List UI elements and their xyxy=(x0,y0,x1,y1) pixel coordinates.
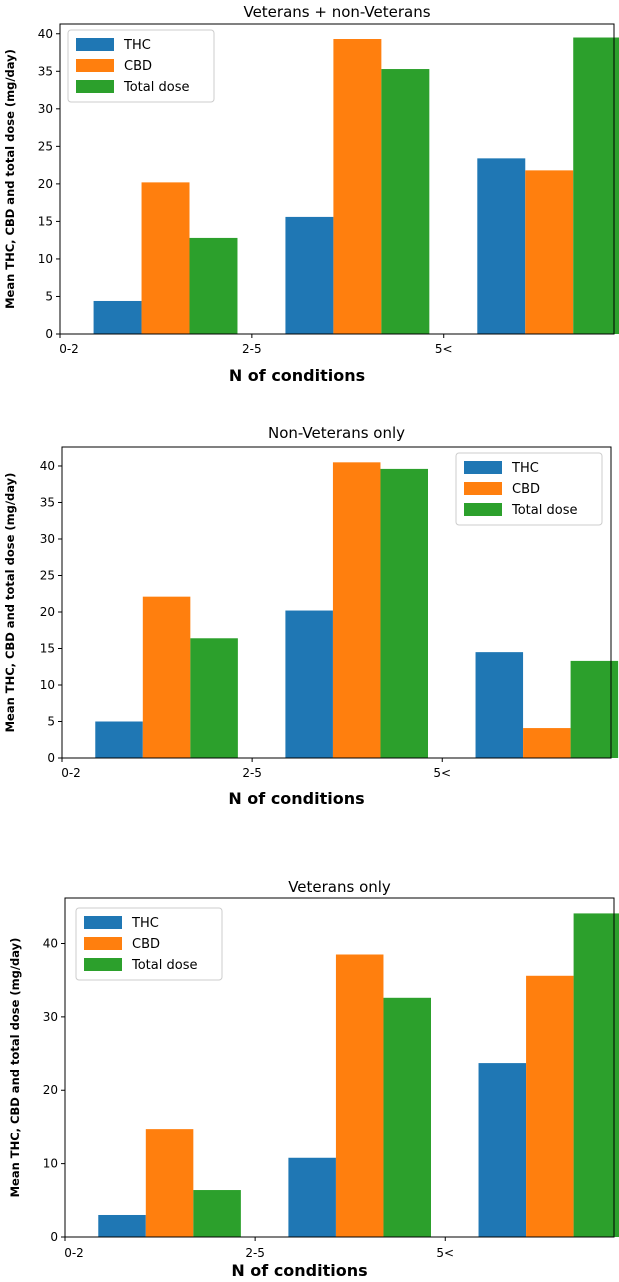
chart-non-veterans-only: Non-Veterans only 0 5 10 15 20 25 30 35 40 0-2 2-5 5… xyxy=(3,424,619,808)
x-axis-label: N of conditions xyxy=(231,1261,367,1280)
y-tick-label: 20 xyxy=(43,1083,58,1097)
x-axis-label: N of conditions xyxy=(229,366,365,385)
y-tick-label: 0 xyxy=(45,327,53,341)
x-axis-label: N of conditions xyxy=(228,789,364,808)
legend: THC CBD Total dose xyxy=(455,452,603,526)
chart-title: Veterans only xyxy=(288,878,391,896)
bar-cbd-3 xyxy=(525,170,574,334)
legend-swatch-total-dose xyxy=(76,80,114,93)
legend-swatch-total-dose xyxy=(464,503,502,516)
y-tick-label: 0 xyxy=(50,1230,58,1244)
legend-label-cbd: CBD xyxy=(132,937,160,952)
bar-thc-2 xyxy=(285,610,333,758)
y-tick-label: 10 xyxy=(40,678,55,692)
bar-cbd-1 xyxy=(141,182,190,334)
y-axis-label: Mean THC, CBD and total dose (mg/day) xyxy=(3,473,17,733)
legend-swatch-thc xyxy=(76,38,114,51)
y-axis-label: Mean THC, CBD and total dose (mg/day) xyxy=(8,938,22,1198)
bar-cbd-3 xyxy=(523,728,571,758)
bar-cbd-2 xyxy=(335,954,384,1237)
y-tick-label: 15 xyxy=(40,641,55,655)
legend-label-thc: THC xyxy=(511,461,539,476)
bar-total-dose-1 xyxy=(190,638,238,758)
bar-total-dose-2 xyxy=(381,69,430,334)
bar-thc-1 xyxy=(95,721,143,758)
y-tick-label: 30 xyxy=(40,532,55,546)
legend-label-cbd: CBD xyxy=(124,59,152,74)
legend-label-total-dose: Total dose xyxy=(131,958,197,973)
chart-veterans-only: Veterans only 0 10 20 30 40 0-2 2-5 5< N of condi… xyxy=(8,878,619,1280)
y-tick-label: 40 xyxy=(43,936,58,950)
plot-frame xyxy=(61,446,612,759)
bar-thc-1 xyxy=(93,300,142,334)
legend-label-cbd: CBD xyxy=(512,482,540,497)
y-tick-label: 25 xyxy=(38,139,53,153)
y-tick-label: 5 xyxy=(45,289,53,303)
legend: THC CBD Total dose xyxy=(75,907,223,981)
bar-thc-3 xyxy=(478,1063,527,1237)
legend: THC CBD Total dose xyxy=(67,29,215,103)
y-tick-label: 40 xyxy=(40,459,55,473)
bar-thc-3 xyxy=(475,652,524,758)
bar-total-dose-2 xyxy=(383,997,431,1237)
x-tick-label: 5< xyxy=(433,766,451,780)
y-tick-label: 15 xyxy=(38,214,53,228)
y-axis-label: Mean THC, CBD and total dose (mg/day) xyxy=(3,49,17,309)
y-tick-label: 10 xyxy=(38,252,53,266)
bar-total-dose-3 xyxy=(573,37,619,334)
bar-thc-2 xyxy=(285,216,334,334)
legend-label-total-dose: Total dose xyxy=(123,80,189,95)
y-tick-label: 30 xyxy=(43,1010,58,1024)
y-tick-label: 0 xyxy=(47,751,55,765)
x-tick-label: 2-5 xyxy=(242,766,262,780)
bar-total-dose-3 xyxy=(570,660,619,758)
x-tick-label: 0-2 xyxy=(59,342,79,356)
legend-swatch-cbd xyxy=(464,482,502,495)
plot-frame xyxy=(59,23,615,335)
y-tick-label: 40 xyxy=(38,27,53,41)
bar-cbd-1 xyxy=(142,596,191,758)
x-tick-label: 0-2 xyxy=(64,1246,84,1260)
y-tick-label: 35 xyxy=(38,64,53,78)
bar-cbd-2 xyxy=(332,462,381,758)
y-tick-label: 35 xyxy=(40,495,55,509)
chart-veterans-plus-non-veterans: Veterans + non-Veterans 0 5 10 15 20 25 30 35 40 0… xyxy=(3,3,619,385)
plot-frame xyxy=(64,897,615,1238)
y-tick-label: 20 xyxy=(38,177,53,191)
chart-title: Non-Veterans only xyxy=(268,424,405,442)
bar-thc-3 xyxy=(477,158,526,334)
bar-cbd-1 xyxy=(145,1129,194,1237)
y-tick-label: 25 xyxy=(40,568,55,582)
y-tick-label: 30 xyxy=(38,102,53,116)
x-tick-label: 2-5 xyxy=(245,1246,265,1260)
bar-total-dose-1 xyxy=(189,237,238,334)
bar-total-dose-1 xyxy=(193,1190,241,1237)
bar-thc-2 xyxy=(288,1157,336,1237)
y-tick-label: 5 xyxy=(47,714,55,728)
bar-total-dose-3 xyxy=(573,913,619,1237)
bar-thc-1 xyxy=(98,1214,146,1237)
legend-swatch-cbd xyxy=(76,59,114,72)
legend-swatch-thc xyxy=(84,916,122,929)
x-tick-label: 0-2 xyxy=(61,766,81,780)
legend-swatch-thc xyxy=(464,461,502,474)
legend-swatch-cbd xyxy=(84,937,122,950)
y-tick-label: 10 xyxy=(43,1157,58,1171)
legend-label-thc: THC xyxy=(131,916,159,931)
legend-swatch-total-dose xyxy=(84,958,122,971)
x-tick-label: 2-5 xyxy=(242,342,262,356)
legend-label-thc: THC xyxy=(123,38,151,53)
legend-label-total-dose: Total dose xyxy=(511,503,577,518)
bar-total-dose-2 xyxy=(380,468,428,758)
x-tick-label: 5< xyxy=(435,342,453,356)
y-tick-label: 20 xyxy=(40,605,55,619)
x-tick-label: 5< xyxy=(436,1246,454,1260)
bar-cbd-3 xyxy=(526,975,574,1237)
bar-cbd-2 xyxy=(333,39,382,334)
chart-title: Veterans + non-Veterans xyxy=(243,3,430,21)
